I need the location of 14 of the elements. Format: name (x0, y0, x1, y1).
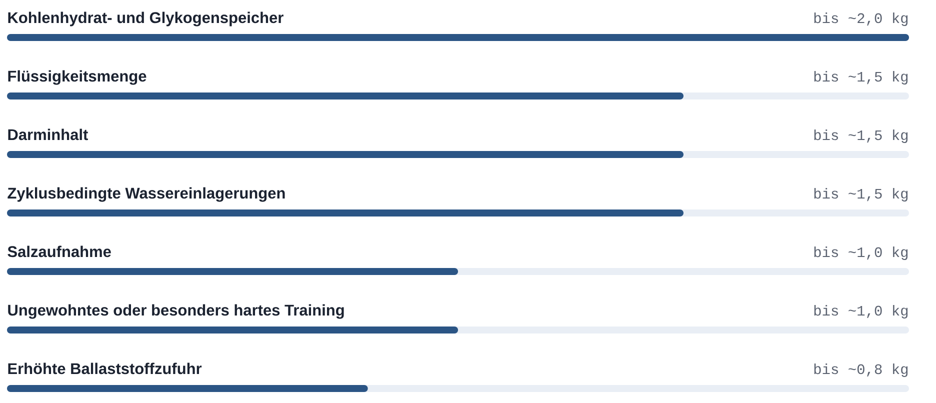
data-label: bis ~1,5 kg (814, 129, 908, 144)
y-tick-label: Kohlenhydrat- und Glykogenspeicher (8, 12, 284, 26)
data-label: bis ~1,5 kg (814, 70, 908, 85)
y-tick-label: Darminhalt (8, 128, 88, 140)
y-tick-label: Erhöhte Ballaststoffzufuhr (8, 362, 202, 374)
y-tick-label: Ungewohntes oder besonders hartes Training (8, 304, 344, 319)
data-label: bis ~1,0 kg (814, 246, 908, 260)
data-label: bis ~1,0 kg (814, 304, 908, 318)
y-tick-label: Zyklusbedingte Wassereinlagerungen (8, 187, 285, 202)
y-tick-label: Flüssigkeitsmenge (8, 70, 146, 85)
data-label: bis ~0,8 kg (814, 363, 908, 377)
data-label: bis ~2,0 kg (814, 12, 908, 26)
y-tick-label: Salzaufnahme (8, 246, 111, 258)
data-label: bis ~1,5 kg (814, 188, 908, 202)
